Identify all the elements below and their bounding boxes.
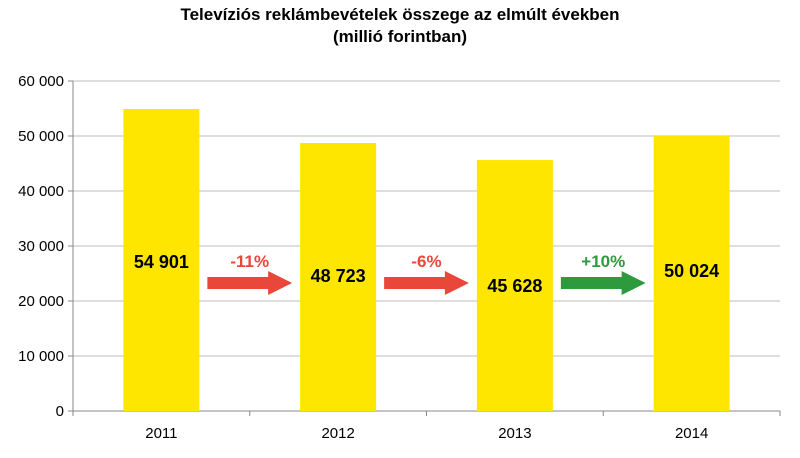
change-arrow xyxy=(560,271,646,295)
change-arrow xyxy=(207,271,293,295)
bar xyxy=(476,160,553,411)
change-arrow xyxy=(384,271,469,295)
change-label: -11% xyxy=(230,252,269,271)
data-label: 45 628 xyxy=(487,276,542,296)
chart-title: Televíziós reklámbevételek összege az el… xyxy=(180,5,620,24)
data-label: 54 901 xyxy=(134,252,189,272)
change-label: +10% xyxy=(581,252,625,271)
y-tick-label: 50 000 xyxy=(18,128,64,145)
y-tick-label: 20 000 xyxy=(18,293,64,310)
bar xyxy=(653,135,730,412)
x-tick-label: 2011 xyxy=(145,425,177,442)
y-tick-label: 40 000 xyxy=(18,183,64,200)
y-tick-label: 60 000 xyxy=(18,73,64,90)
chart-subtitle: (millió forintban) xyxy=(332,27,468,46)
y-tick-label: 30 000 xyxy=(18,238,64,255)
data-label: 48 723 xyxy=(311,266,366,286)
y-tick-label: 0 xyxy=(56,403,64,420)
bar xyxy=(123,109,200,412)
x-tick-label: 2012 xyxy=(321,425,354,442)
data-label: 50 024 xyxy=(664,261,719,281)
bar xyxy=(300,143,377,411)
change-label: -6% xyxy=(411,252,441,271)
x-tick-label: 2014 xyxy=(675,425,708,442)
x-tick-label: 2013 xyxy=(498,425,531,442)
y-tick-label: 10 000 xyxy=(18,348,64,365)
